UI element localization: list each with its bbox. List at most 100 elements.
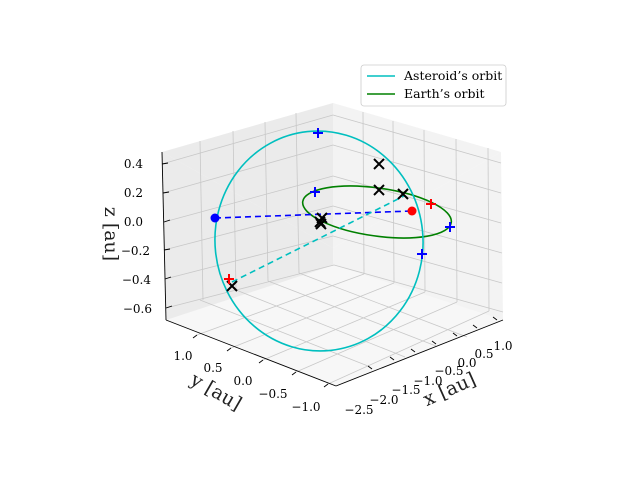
legend-box [360,64,507,107]
grid-z-right [332,144,502,194]
plus-marker [426,199,436,209]
grid-floor [199,299,369,367]
x-tick-label: −2.5 [344,403,373,417]
grid-x-vertical [455,138,458,303]
y-tick [192,334,198,339]
z-tick-labels: 0.4 0.2 0.0 −0.2 −0.4 −0.6 [121,157,152,316]
grid-z-left [164,235,334,280]
cross-marker [315,218,327,230]
legend-label-asteroid: Asteroid’s orbit [403,68,502,83]
plot-series [214,130,453,352]
pane-left-top [162,103,333,248]
tick-marks [161,162,498,388]
y-tick-label: 0.0 [233,374,252,388]
grid-z-right [332,205,503,254]
grid-y-vertical [264,121,269,282]
z-tick-label: 0.2 [124,186,143,200]
y-tick-label: −1.0 [291,400,320,414]
z-axis-label: z [au] [100,207,122,261]
grid-floor [267,280,437,347]
z-tick-label: −0.4 [122,273,152,287]
earth-position-marker [407,206,417,216]
z-tick-label: −0.2 [121,244,150,258]
x-tick [452,332,458,337]
grid-z-right [332,175,502,224]
grid-z-left [163,205,334,251]
grid-z-left [161,114,334,165]
legend: Asteroid’s orbit Earth’s orbit [360,64,507,107]
plus-markers [224,128,455,284]
grid-y-vertical [232,130,237,291]
grid-floor [235,289,406,358]
z-tick [163,219,171,223]
grid-floor [295,301,458,373]
z-axis-line [161,151,167,321]
z-tick [162,191,170,194]
z-tick [165,305,173,309]
x-tick-label: 0.5 [474,347,493,361]
z-tick [161,162,169,165]
grid-floor [298,272,468,338]
x-tick [389,356,395,361]
grid-z-left [165,264,335,309]
y-tick [226,347,232,352]
grid-z-right [332,235,503,284]
cross-markers [226,158,409,292]
series-line-earth-sun [214,210,413,219]
cross-marker [397,188,409,200]
series-line-asteroid-orbit [214,130,424,352]
x-tick-label: −1.5 [391,383,420,397]
y-tick-label: 1.0 [173,349,192,363]
z-tick-label: 0.4 [124,157,143,171]
series-line-asteroid-sun [231,195,405,283]
plus-marker [224,274,234,284]
y-tick-labels: 1.0 0.5 0.0 −0.5 −1.0 [173,349,320,414]
grid-y-vertical [295,112,300,274]
z-tick [164,276,172,280]
y-tick-label: 0.5 [203,361,222,375]
y-axis-line [165,319,337,387]
grid-x-vertical [362,111,365,275]
grid-y-vertical [199,140,204,301]
x-tick [367,365,373,370]
y-tick [291,371,297,376]
grid-floor [327,310,490,385]
x-tick [472,324,478,329]
plus-marker [445,222,455,232]
grid-z-right [332,114,502,164]
x-tick-label: 0.0 [457,356,476,370]
grid-z-left [163,175,334,223]
z-tick-label: 0.0 [124,215,143,229]
x-tick [492,316,498,321]
asteroid-position-marker [210,213,220,223]
z-tick [163,248,171,251]
x-tick [410,348,416,353]
gridlines [161,111,504,385]
y-tick [258,359,264,364]
plus-marker [310,187,320,197]
x-axis-line [335,319,504,387]
grid-x-vertical [487,147,490,312]
grid-floor [262,291,426,361]
x-tick [431,340,437,345]
x-tick-label: −2.0 [369,393,398,407]
z-tick-label: −0.6 [123,302,152,316]
y-tick-label: −0.5 [258,387,287,401]
plus-marker [313,128,323,138]
grid-floor [230,282,395,349]
plus-marker [417,249,427,259]
legend-label-earth: Earth’s orbit [404,86,485,101]
axis-spines [161,151,504,387]
x-tick-label: 1.0 [493,339,512,353]
x-tick-label: −1.0 [413,374,442,388]
cross-marker [373,184,385,196]
grid-z-left [162,144,334,194]
grid-x-vertical [423,129,426,293]
cross-marker [373,158,385,170]
x-tick-labels: −2.5 −2.0 −1.5 −1.0 −0.5 0.0 0.5 1.0 [344,339,512,417]
grid-z-right [333,264,504,313]
y-tick [323,383,329,388]
x-tick-label: −0.5 [434,364,463,378]
grid-floor [196,273,365,336]
